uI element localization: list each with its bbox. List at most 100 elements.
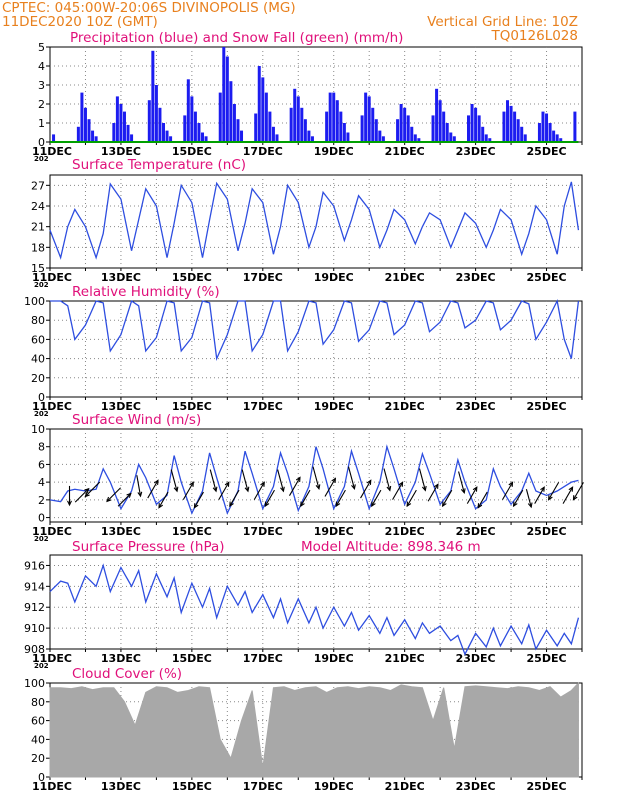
wind-arrow bbox=[147, 479, 159, 499]
temperature-xtick-label: 21DEC bbox=[385, 271, 425, 284]
temperature-ytick-label: 21 bbox=[31, 221, 45, 234]
pressure-frame bbox=[49, 554, 583, 650]
wind-arrow-head bbox=[406, 501, 412, 508]
humidity-panel: Relative Humidity (%) 0 20 40 60 80 100 11DEC 13… bbox=[24, 284, 583, 418]
wind-arrow-head bbox=[153, 479, 159, 485]
humidity-title: Relative Humidity (%) bbox=[72, 284, 220, 300]
pressure-xtick-label: 11DEC bbox=[32, 652, 72, 665]
wind-arrow-head bbox=[366, 479, 372, 485]
wind-arrow-shaft bbox=[466, 486, 478, 504]
precip-ytick-label: 2 bbox=[38, 98, 45, 111]
wind-title: Surface Wind (m/s) bbox=[72, 412, 201, 428]
wind-arrow bbox=[458, 471, 466, 494]
wind-arrow-shaft bbox=[229, 489, 240, 507]
wind-arrow-head bbox=[527, 502, 533, 509]
precip-bar bbox=[371, 107, 375, 142]
wind-arrow-head bbox=[572, 495, 578, 501]
wind-arrow-head bbox=[264, 501, 270, 508]
temperature-ytick-label: 27 bbox=[31, 179, 45, 192]
wind-arrow-head bbox=[212, 486, 218, 493]
precip-bar bbox=[218, 92, 222, 142]
wind-arrow bbox=[512, 489, 524, 508]
wind-arrow-head bbox=[158, 503, 164, 509]
wind-arrow-shaft bbox=[117, 493, 132, 507]
precip-bar bbox=[548, 123, 552, 142]
precip-bar bbox=[410, 126, 414, 142]
precip-xtick-label: 23DEC bbox=[456, 145, 496, 158]
wind-arrow-shaft bbox=[458, 471, 465, 493]
pressure-ytick-label: 912 bbox=[24, 601, 45, 614]
wind-arrow bbox=[562, 486, 574, 504]
precip-ytick-label: 4 bbox=[38, 60, 45, 73]
precip-bar bbox=[364, 92, 368, 142]
wind-arrow-head bbox=[126, 492, 132, 498]
header-run-time: 11DEC2020 10Z (GMT) bbox=[2, 14, 158, 30]
precip-bar bbox=[474, 107, 478, 142]
wind-arrow bbox=[547, 482, 560, 501]
precip-bar bbox=[303, 119, 307, 142]
wind-arrow-head bbox=[421, 485, 427, 492]
wind-arrow-head bbox=[477, 503, 483, 509]
wind-arrow bbox=[67, 485, 72, 507]
wind-arrow bbox=[264, 489, 275, 508]
precip-bar bbox=[484, 134, 488, 142]
precip-bar bbox=[147, 100, 151, 142]
temperature-xtick-label: 13DEC bbox=[101, 271, 141, 284]
wind-arrow bbox=[74, 487, 90, 503]
pressure-panel: Surface Pressure (hPa) Model Altitude: 89… bbox=[24, 539, 583, 670]
wind-arrow-shaft bbox=[534, 486, 545, 504]
cloud-xtick-label: 19DEC bbox=[314, 780, 354, 793]
temperature-ytick-label: 24 bbox=[31, 200, 45, 213]
precip-bar bbox=[87, 119, 91, 142]
humidity-line bbox=[50, 298, 580, 361]
precip-bar bbox=[193, 111, 197, 142]
precip-bar bbox=[289, 107, 293, 142]
wind-arrow-head bbox=[229, 501, 234, 508]
precip-bar bbox=[335, 100, 339, 142]
temperature-frame bbox=[49, 174, 583, 269]
precip-bar bbox=[328, 92, 332, 142]
pressure-xtick-label: 13DEC bbox=[101, 652, 141, 665]
wind-arrow-head bbox=[84, 487, 90, 494]
wind-arrow bbox=[392, 481, 404, 500]
precip-bar bbox=[254, 113, 258, 142]
precip-bar bbox=[339, 111, 343, 142]
wind-arrow-shaft bbox=[335, 489, 346, 507]
wind-arrow bbox=[324, 477, 337, 497]
wind-arrow bbox=[158, 491, 169, 509]
precip-bar bbox=[126, 124, 130, 142]
wind-ytick-label: 6 bbox=[38, 458, 45, 471]
cloud-title: Cloud Cover (%) bbox=[72, 666, 182, 682]
wind-arrow-shaft bbox=[158, 491, 169, 508]
precip-bar bbox=[310, 136, 314, 142]
wind-arrow-head bbox=[315, 484, 321, 491]
precip-bar bbox=[271, 126, 275, 142]
precip-bar bbox=[275, 134, 279, 142]
wind-arrow-shaft bbox=[502, 482, 513, 500]
wind-arrow-head bbox=[512, 501, 518, 508]
wind-ytick-label: 4 bbox=[38, 476, 45, 489]
pressure-title: Surface Pressure (hPa) bbox=[72, 539, 225, 555]
wind-arrow-shaft bbox=[241, 469, 249, 492]
wind-arrow-shaft bbox=[442, 489, 453, 507]
humidity-xtick-label: 21DEC bbox=[385, 400, 425, 413]
temperature-xtick-label: 19DEC bbox=[314, 271, 354, 284]
wind-frame bbox=[49, 428, 583, 523]
precip-bar bbox=[552, 130, 556, 142]
wind-arrow-head bbox=[295, 476, 301, 483]
wind-arrow-head bbox=[540, 486, 545, 492]
precip-bar bbox=[52, 134, 56, 142]
wind-arrow-shaft bbox=[324, 478, 336, 497]
humidity-ytick-label: 80 bbox=[31, 314, 45, 327]
precip-bar bbox=[186, 79, 190, 142]
cloud-panel: Cloud Cover (%) 0 20 40 60 80 100 11DEC 13DEC 15D… bbox=[24, 666, 583, 793]
wind-arrow bbox=[182, 481, 194, 500]
wind-arrow bbox=[347, 466, 356, 491]
temperature-xtick-label: 11DEC bbox=[32, 271, 72, 284]
wind-arrow bbox=[229, 489, 240, 508]
wind-xtick-label: 17DEC bbox=[243, 525, 283, 538]
precip-bar bbox=[264, 92, 268, 142]
wind-arrow-shaft bbox=[406, 489, 417, 507]
wind-line bbox=[49, 444, 579, 515]
